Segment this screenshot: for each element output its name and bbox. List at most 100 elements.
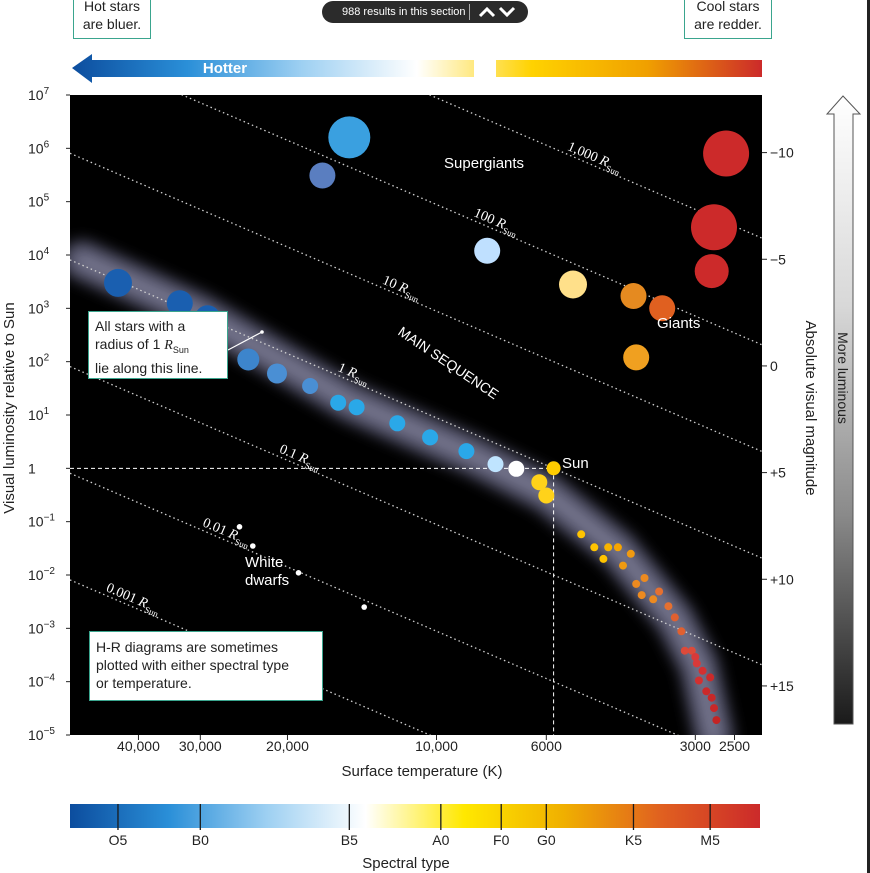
y-tick-5: 105: [28, 193, 50, 210]
star-supergiants-42: [328, 116, 371, 159]
star-main-sequence-14: [538, 487, 555, 504]
star-lower-main-sequence-27: [655, 587, 664, 596]
star-lower-main-sequence-31: [680, 646, 689, 655]
window-edge: [867, 0, 870, 873]
star-lower-main-sequence-32: [687, 646, 696, 655]
spectral-bar-label: Spectral type: [362, 855, 450, 872]
star-main-sequence-11: [487, 456, 504, 473]
star-main-sequence-0: [104, 268, 132, 297]
radius-callout-pointer: [227, 331, 263, 351]
star-lower-main-sequence-39: [707, 693, 716, 702]
x-tick-2500: 2500: [719, 738, 750, 754]
star-supergiants-46: [691, 204, 737, 251]
y-tick--1: 10−1: [28, 513, 55, 530]
star-lower-main-sequence-40: [710, 704, 718, 713]
star-lower-main-sequence-24: [637, 591, 646, 600]
search-results-bar: 988 results in this section: [322, 1, 528, 23]
star-giants-49: [620, 283, 647, 309]
y-tick-7: 107: [28, 86, 50, 103]
radius-line-text: All stars with a radius of 1 RSun lie alon…: [95, 318, 203, 376]
hotter-arrow: Hotter: [72, 54, 762, 83]
white-dwarfs-label-1: dwarfs: [245, 572, 289, 589]
star-main-sequence-6: [330, 394, 347, 411]
hr-note-callout: H-R diagrams are sometimes plotted with …: [89, 631, 323, 701]
star-white-dwarfs-54: [295, 570, 302, 576]
star-supergiants-44: [474, 237, 501, 264]
star-lower-main-sequence-16: [577, 530, 586, 539]
mag-tick--5: −5: [770, 251, 786, 267]
star-main-sequence-13: [531, 474, 548, 491]
x-tick-40000: 40,000: [117, 738, 160, 754]
radius-line-callout: All stars with a radius of 1 RSun lie alon…: [88, 311, 228, 379]
star-lower-main-sequence-22: [626, 549, 635, 558]
star-main-sequence-4: [267, 363, 287, 384]
hot-stars-callout: Hot stars are bluer.: [73, 0, 151, 39]
star-supergiants-43: [309, 162, 336, 189]
spectral-tick-O5: O5: [109, 832, 128, 848]
y-tick-1: 101: [28, 406, 50, 423]
y-axis-label: Visual luminosity relative to Sun: [1, 302, 18, 514]
hotter-label: Hotter: [203, 60, 247, 77]
y-tick--2: 10−2: [28, 566, 55, 583]
star-lower-main-sequence-41: [712, 716, 721, 725]
y-tick-2: 102: [28, 353, 50, 370]
star-main-sequence-1: [166, 290, 193, 317]
star-lower-main-sequence-33: [691, 653, 700, 661]
star-lower-main-sequence-29: [670, 613, 679, 622]
x-tick-30000: 30,000: [179, 738, 222, 754]
more-luminous-arrow: More luminous: [825, 95, 862, 725]
spectral-tick-G0: G0: [537, 832, 556, 848]
x-tick-20000: 20,000: [266, 738, 309, 754]
radius-label-10: 10 RSun: [379, 273, 423, 305]
star-lower-main-sequence-28: [664, 602, 673, 611]
mag-tick-5: +5: [770, 465, 786, 481]
star-main-sequence-3: [237, 348, 260, 371]
star-white-dwarfs-55: [361, 604, 368, 610]
spectral-tick-K5: K5: [625, 832, 642, 848]
y-tick--5: 10−5: [28, 726, 55, 743]
star-lower-main-sequence-26: [649, 595, 658, 604]
spectral-tick-A0: A0: [432, 832, 449, 848]
supergiants-label: Supergiants: [444, 155, 524, 172]
hr-note-text: H-R diagrams are sometimes plotted with …: [96, 639, 289, 691]
star-lower-main-sequence-23: [632, 579, 641, 588]
chevron-up-icon[interactable]: [478, 5, 496, 19]
results-separator: [468, 4, 470, 20]
x-tick-6000: 6000: [531, 738, 562, 754]
star-main-sequence-5: [302, 378, 319, 394]
star-lower-main-sequence-19: [604, 543, 613, 552]
star-main-sequence-12: [508, 460, 525, 477]
star-lower-main-sequence-30: [677, 627, 686, 636]
star-main-sequence-15: [546, 461, 561, 476]
cool-stars-text: Cool stars are redder.: [694, 0, 762, 32]
star-lower-main-sequence-25: [640, 574, 649, 582]
star-lower-main-sequence-21: [619, 561, 627, 570]
results-count: 988 results in this section: [342, 6, 466, 18]
star-main-sequence-8: [389, 415, 406, 432]
star-lower-main-sequence-17: [590, 543, 599, 552]
x-axis-label: Surface temperature (K): [342, 763, 503, 780]
y-tick-0: 1: [28, 460, 36, 476]
spectral-tick-B5: B5: [341, 832, 358, 848]
star-white-dwarfs-52: [236, 524, 243, 530]
y-tick-3: 103: [28, 299, 50, 316]
star-lower-main-sequence-38: [706, 673, 715, 682]
spectral-tick-M5: M5: [700, 832, 720, 848]
star-main-sequence-9: [422, 429, 439, 446]
spectral-tick-B0: B0: [192, 832, 209, 848]
star-lower-main-sequence-36: [698, 666, 707, 675]
y-tick--4: 10−4: [28, 673, 55, 690]
spectral-tick-F0: F0: [493, 832, 510, 848]
star-lower-main-sequence-37: [702, 687, 711, 696]
radius-callout-pointer-dot: [260, 330, 264, 334]
chevron-down-icon[interactable]: [498, 5, 516, 19]
star-lower-main-sequence-20: [613, 543, 622, 552]
x-tick-10000: 10,000: [415, 738, 458, 754]
star-lower-main-sequence-34: [692, 659, 701, 668]
star-lower-main-sequence-35: [694, 676, 703, 685]
mag-tick--10: −10: [770, 145, 794, 161]
sun-label: Sun: [562, 455, 589, 472]
star-supergiants-45: [703, 130, 750, 177]
spectral-bar: O5 B0 B5 A0 F0 G0 K5 M5 Spectral type: [70, 804, 760, 872]
